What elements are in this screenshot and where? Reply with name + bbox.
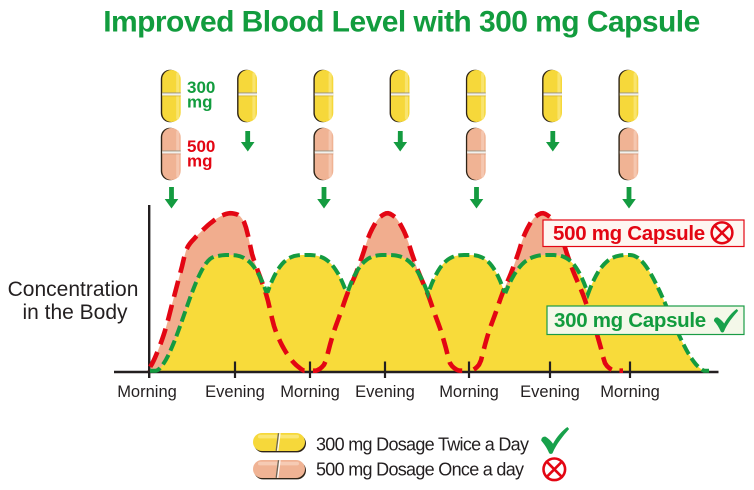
svg-text:300 mg Capsule: 300 mg Capsule	[554, 309, 706, 332]
svg-text:Evening: Evening	[205, 383, 265, 401]
svg-text:Morning: Morning	[117, 383, 177, 401]
svg-text:Morning: Morning	[280, 383, 340, 401]
svg-text:Evening: Evening	[520, 383, 580, 401]
svg-text:500 mg Dosage Once a day: 500 mg Dosage Once a day	[316, 460, 524, 480]
svg-text:mg: mg	[187, 152, 213, 171]
svg-text:500: 500	[187, 137, 215, 156]
svg-text:Improved Blood Level with 300: Improved Blood Level with 300 mg Capsule	[103, 6, 699, 39]
svg-text:mg: mg	[187, 93, 213, 112]
svg-text:Evening: Evening	[355, 383, 415, 401]
svg-text:Morning: Morning	[600, 383, 660, 401]
svg-text:300 mg Dosage Twice a Day: 300 mg Dosage Twice a Day	[316, 435, 529, 455]
svg-text:Concentration: Concentration	[8, 278, 139, 301]
svg-text:300: 300	[187, 78, 215, 97]
svg-text:Morning: Morning	[439, 383, 499, 401]
svg-text:in the Body: in the Body	[22, 301, 128, 324]
svg-text:500 mg Capsule: 500 mg Capsule	[553, 222, 705, 245]
